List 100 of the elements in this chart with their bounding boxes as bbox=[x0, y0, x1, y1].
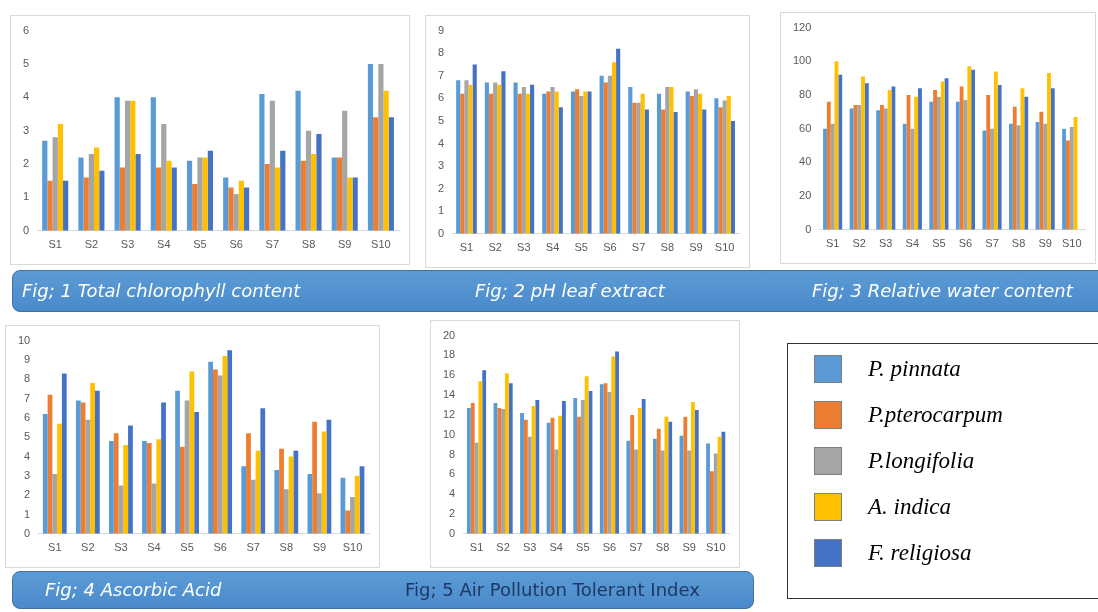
bar bbox=[1016, 125, 1021, 230]
bar bbox=[88, 154, 95, 231]
bar bbox=[114, 97, 120, 231]
y-tick-label: 7 bbox=[437, 68, 445, 81]
y-tick-label: 8 bbox=[24, 372, 31, 385]
bar bbox=[561, 401, 566, 534]
bar bbox=[227, 350, 233, 534]
bar bbox=[722, 100, 727, 234]
bar bbox=[933, 89, 937, 230]
x-tick-label: S5 bbox=[932, 237, 946, 250]
y-tick-label: 2 bbox=[449, 507, 456, 520]
bar bbox=[685, 91, 690, 234]
bar bbox=[202, 157, 208, 231]
bar bbox=[880, 105, 884, 230]
bar bbox=[997, 84, 1002, 230]
bar bbox=[350, 497, 355, 534]
bar bbox=[570, 91, 576, 234]
y-tick-label: 40 bbox=[799, 155, 812, 168]
x-tick-label: S10 bbox=[1061, 237, 1082, 250]
x-tick-label: S2 bbox=[84, 238, 99, 251]
bar bbox=[1069, 127, 1074, 230]
x-tick-label: S10 bbox=[705, 541, 726, 554]
bar bbox=[955, 101, 960, 230]
legend-label: P.longifolia bbox=[868, 448, 975, 474]
y-tick-label: 12 bbox=[442, 407, 456, 420]
bar bbox=[583, 91, 588, 234]
x-tick-label: S7 bbox=[246, 541, 260, 554]
y-tick-label: 6 bbox=[449, 467, 456, 480]
bar bbox=[520, 412, 524, 534]
bar bbox=[637, 407, 642, 534]
bar bbox=[694, 409, 699, 534]
bar bbox=[484, 82, 489, 234]
x-tick-label: S7 bbox=[629, 541, 643, 554]
bar bbox=[311, 154, 317, 231]
x-tick-label: S4 bbox=[905, 237, 920, 250]
bar bbox=[246, 433, 251, 534]
bar bbox=[902, 123, 907, 230]
bar bbox=[213, 369, 218, 534]
bar bbox=[269, 100, 275, 231]
bar bbox=[853, 105, 858, 230]
bar bbox=[698, 93, 703, 234]
bar bbox=[661, 109, 666, 234]
y-tick-label: 3 bbox=[437, 159, 445, 172]
bar bbox=[718, 107, 723, 234]
bar bbox=[587, 91, 592, 234]
bar bbox=[238, 180, 244, 231]
x-tick-label: S1 bbox=[459, 241, 474, 254]
text: Fig; 3 Relative water content bbox=[812, 280, 1073, 301]
bar bbox=[535, 400, 540, 534]
bar bbox=[207, 150, 213, 231]
bar bbox=[85, 419, 91, 534]
x-tick-label: S2 bbox=[81, 541, 95, 554]
y-tick-label: 9 bbox=[24, 352, 31, 365]
y-tick-label: 5 bbox=[24, 430, 31, 443]
bar bbox=[373, 117, 379, 231]
bar bbox=[542, 93, 547, 234]
bar bbox=[260, 408, 266, 534]
bar bbox=[388, 117, 394, 231]
bar bbox=[730, 120, 735, 234]
bar bbox=[607, 75, 612, 234]
x-tick-label: S10 bbox=[714, 241, 735, 254]
bar bbox=[52, 473, 58, 534]
bar bbox=[1047, 73, 1051, 230]
bar bbox=[501, 71, 506, 234]
bar bbox=[525, 93, 531, 234]
bar bbox=[146, 443, 152, 534]
bar bbox=[312, 421, 317, 534]
x-tick-label: S3 bbox=[114, 541, 128, 554]
bar bbox=[250, 479, 256, 534]
y-tick-label: 80 bbox=[799, 88, 812, 101]
bar bbox=[986, 95, 991, 230]
bar bbox=[664, 416, 669, 534]
x-tick-label: S6 bbox=[213, 541, 227, 554]
bar bbox=[75, 400, 81, 534]
bar bbox=[940, 81, 945, 230]
x-tick-label: S8 bbox=[1011, 237, 1026, 250]
x-tick-label: S8 bbox=[301, 238, 316, 251]
y-tick-label: 0 bbox=[449, 526, 456, 539]
bar bbox=[830, 123, 835, 230]
x-tick-label: S3 bbox=[522, 541, 537, 554]
x-tick-label: S3 bbox=[120, 238, 135, 251]
bar bbox=[259, 94, 265, 231]
bar bbox=[493, 82, 498, 234]
x-tick-label: S1 bbox=[48, 238, 62, 251]
y-tick-label: 20 bbox=[799, 189, 812, 202]
bar bbox=[628, 87, 633, 234]
x-tick-label: S6 bbox=[602, 541, 617, 554]
y-tick-label: 1 bbox=[437, 204, 445, 217]
x-tick-label: S7 bbox=[265, 238, 280, 251]
x-tick-label: S9 bbox=[682, 541, 696, 554]
bar bbox=[554, 449, 559, 534]
bar bbox=[150, 97, 156, 231]
bar bbox=[626, 440, 631, 534]
y-tick-label: 10 bbox=[442, 427, 456, 440]
x-tick-label: S8 bbox=[279, 541, 294, 554]
bar bbox=[228, 187, 234, 231]
bar bbox=[283, 489, 289, 534]
bar bbox=[599, 384, 604, 534]
x-tick-label: S1 bbox=[48, 541, 62, 554]
bar bbox=[936, 96, 941, 230]
